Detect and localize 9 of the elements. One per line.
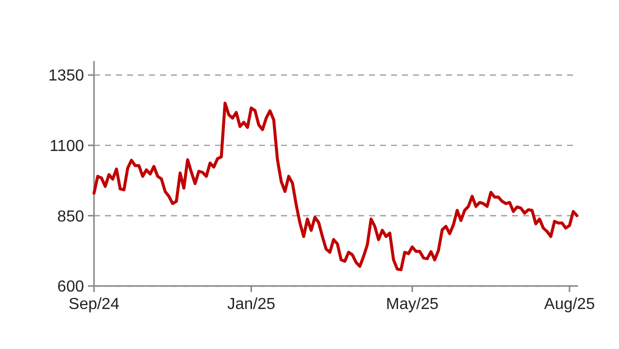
y-tick-label: 1100: [50, 138, 84, 155]
x-tick-label: Jan/25: [227, 296, 276, 313]
x-tick-label: Aug/25: [544, 296, 595, 313]
y-tick-label: 1350: [48, 68, 84, 85]
x-tick-label: Sep/24: [68, 296, 120, 313]
line-series: [92, 102, 578, 272]
x-tick-label: May/25: [386, 296, 439, 313]
y-tick-label: 850: [57, 208, 84, 226]
y-tick-label: 600: [57, 278, 84, 296]
